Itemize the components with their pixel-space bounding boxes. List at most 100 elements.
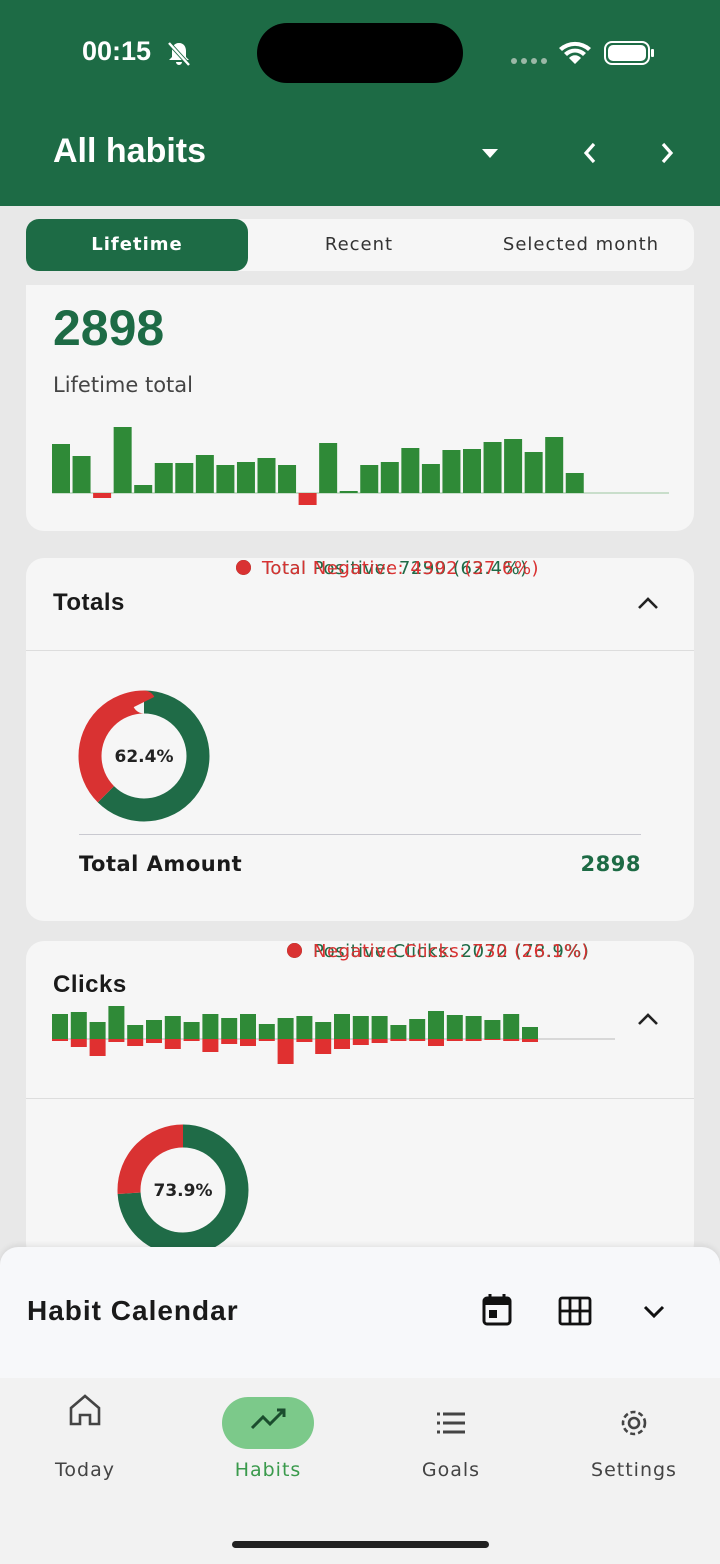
legend-label: Total Negative: 4392 (37.6%): [262, 558, 540, 579]
positive-bar: [371, 1016, 388, 1039]
positive-bar: [522, 1027, 538, 1039]
bar: [463, 449, 481, 493]
positive-bar: [202, 1014, 219, 1039]
positive-bar: [240, 1014, 256, 1039]
bar: [216, 465, 235, 493]
negative-bar: [371, 1039, 388, 1043]
bar: [360, 465, 379, 493]
bar: [401, 448, 420, 493]
bar: [298, 493, 317, 505]
bar: [319, 443, 338, 493]
positive-bar: [484, 1020, 501, 1039]
nav-item[interactable]: Today: [0, 1378, 175, 1488]
bar: [154, 463, 173, 493]
positive-bar: [428, 1011, 444, 1039]
positive-bar: [258, 1024, 275, 1039]
positive-bar: [70, 1012, 87, 1039]
positive-bar: [164, 1016, 181, 1039]
positive-bar: [296, 1016, 313, 1039]
nav-item[interactable]: Settings: [544, 1378, 720, 1488]
legend-label: Positive Clicks: 2072 (73.9%): [313, 941, 590, 962]
footer-label: Total Amount: [79, 852, 243, 876]
tab[interactable]: Selected month: [502, 234, 660, 255]
negative-bar: [428, 1039, 444, 1046]
collapse-icon[interactable]: [636, 1010, 660, 1028]
clicks-donut: 73.9%: [117, 1124, 249, 1256]
bar: [236, 462, 255, 493]
nav-icon: [437, 1412, 465, 1434]
negative-bar: [277, 1039, 294, 1064]
card-title: Clicks: [53, 971, 127, 998]
nav-icon: [250, 1408, 286, 1430]
nav-label: Today: [55, 1459, 115, 1481]
legend-label: Total Positive: 7290 (62.4%): [262, 558, 528, 579]
page-title: All habits: [53, 132, 207, 170]
header-actions[interactable]: [470, 135, 680, 171]
positive-bar: [315, 1022, 332, 1039]
nav-label: Habits: [234, 1459, 302, 1481]
positive-bar: [465, 1016, 482, 1039]
bar: [442, 450, 461, 493]
divider: [26, 650, 694, 651]
tab[interactable]: Lifetime: [26, 219, 248, 271]
positive-bar: [127, 1025, 144, 1039]
bar: [175, 463, 194, 493]
sheet-title: Habit Calendar: [27, 1295, 239, 1326]
donut-center: 73.9%: [154, 1181, 213, 1201]
divider: [79, 834, 641, 835]
summary-card: 2898 Lifetime total: [26, 285, 694, 531]
bar: [339, 491, 358, 493]
negative-bar: [503, 1039, 520, 1041]
bar: [52, 444, 70, 493]
clicks-bars: [52, 1006, 615, 1064]
clock: 00:15: [82, 36, 152, 66]
totals-donut: 62.4%: [78, 690, 210, 822]
negative-bar: [89, 1039, 106, 1056]
app-header: 00:15 All habits: [0, 0, 720, 206]
negative-bar: [183, 1039, 200, 1041]
negative-bar: [446, 1039, 463, 1041]
bar: [72, 456, 91, 493]
home-indicator: [232, 1541, 489, 1548]
negative-bar: [240, 1039, 256, 1046]
positive-bar: [446, 1015, 463, 1039]
positive-bar: [503, 1014, 520, 1039]
negative-bar: [221, 1039, 238, 1044]
bar: [278, 465, 297, 493]
negative-bar: [352, 1039, 369, 1045]
bar: [565, 473, 584, 493]
tab[interactable]: Recent: [324, 234, 394, 255]
negative-bar: [390, 1039, 407, 1041]
bar: [195, 455, 214, 493]
legend-label: Negative Clicks: 730 (26.1%): [313, 941, 589, 962]
negative-bar: [522, 1039, 538, 1042]
negative-bar: [164, 1039, 181, 1049]
bottom-navigation: Today Habits Goals Settings: [0, 1378, 720, 1564]
bar: [134, 485, 153, 493]
nav-label: Settings: [591, 1459, 677, 1481]
divider: [26, 1098, 694, 1099]
negative-bar: [315, 1039, 332, 1054]
positive-bar: [221, 1018, 238, 1039]
collapse-icon[interactable]: [636, 594, 660, 612]
negative-bar: [202, 1039, 219, 1052]
positive-bar: [390, 1025, 407, 1039]
positive-bar: [277, 1018, 294, 1039]
totals-card: Totals 62.4% Total Amount 2898 Total Pos…: [26, 558, 694, 921]
legend-dot: [236, 560, 251, 575]
donut-segment: [117, 1124, 249, 1256]
total-value: 2898: [53, 300, 165, 356]
bar: [483, 442, 502, 493]
positive-bar: [352, 1016, 369, 1039]
donut-center: 62.4%: [115, 747, 174, 767]
positive-bar: [52, 1014, 68, 1039]
legend-dot: [287, 943, 302, 958]
nav-icon: [69, 1394, 101, 1426]
nav-icon: [621, 1410, 647, 1436]
nav-item[interactable]: Habits: [178, 1378, 358, 1488]
negative-bar: [296, 1039, 313, 1042]
bar: [113, 427, 132, 493]
bar: [257, 458, 276, 493]
sheet-actions[interactable]: [478, 1293, 678, 1329]
nav-item[interactable]: Goals: [361, 1378, 541, 1488]
